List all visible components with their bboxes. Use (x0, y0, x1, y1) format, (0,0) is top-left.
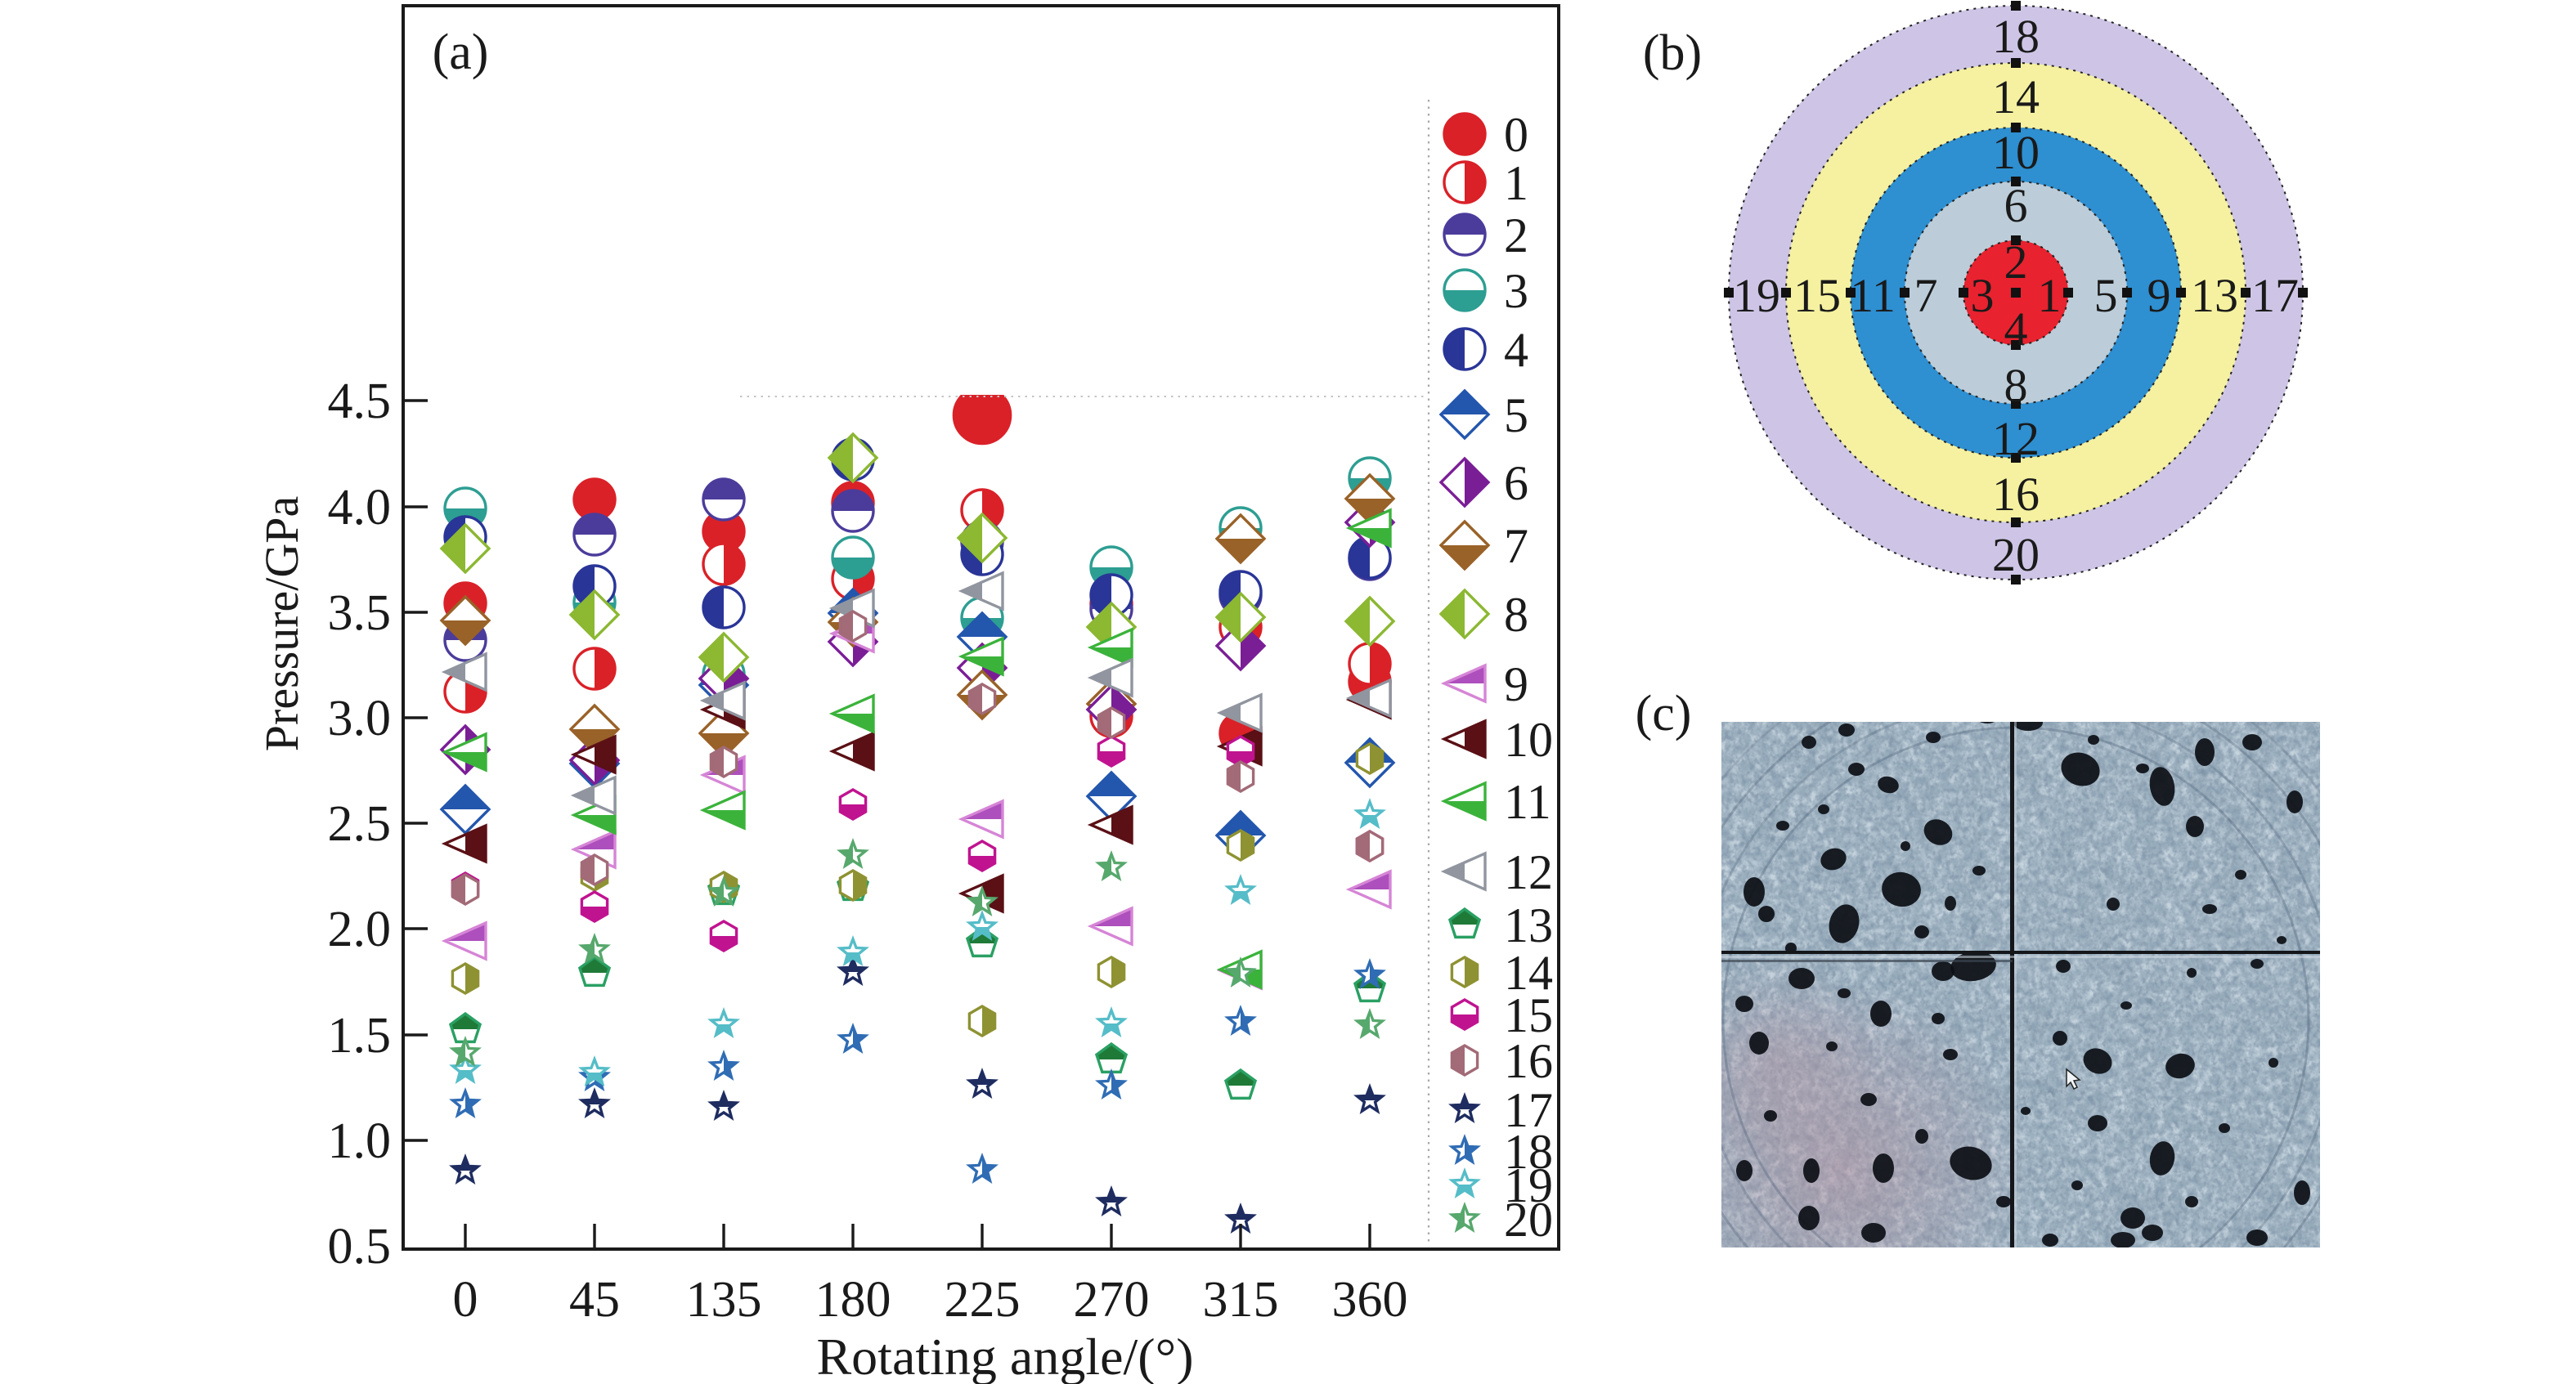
svg-text:11: 11 (1850, 269, 1896, 322)
svg-text:9: 9 (2147, 269, 2171, 322)
svg-text:1.5: 1.5 (328, 1008, 392, 1064)
svg-text:17: 17 (2251, 269, 2299, 322)
svg-text:0: 0 (453, 1272, 478, 1328)
svg-text:6: 6 (2004, 179, 2028, 232)
svg-text:3.5: 3.5 (328, 585, 392, 641)
svg-text:360: 360 (1332, 1272, 1408, 1328)
svg-text:3: 3 (1971, 269, 1995, 322)
svg-text:14: 14 (1992, 70, 2040, 123)
svg-text:18: 18 (1504, 1125, 1553, 1179)
svg-text:(b): (b) (1643, 25, 1702, 81)
svg-text:12: 12 (1504, 845, 1553, 899)
svg-text:2: 2 (2004, 235, 2028, 289)
svg-text:5: 5 (1504, 388, 1528, 442)
svg-text:Pressure/GPa: Pressure/GPa (255, 496, 308, 752)
svg-text:15: 15 (1504, 988, 1553, 1042)
svg-text:1.0: 1.0 (328, 1113, 392, 1169)
svg-text:7: 7 (1504, 519, 1528, 573)
svg-text:11: 11 (1504, 775, 1551, 829)
svg-text:17: 17 (1504, 1083, 1553, 1137)
svg-text:18: 18 (1992, 10, 2040, 63)
svg-text:13: 13 (1504, 898, 1553, 952)
svg-text:45: 45 (569, 1272, 620, 1328)
svg-text:13: 13 (2191, 269, 2238, 322)
svg-text:0.5: 0.5 (328, 1219, 392, 1274)
svg-text:180: 180 (815, 1272, 891, 1328)
svg-text:(c): (c) (1636, 686, 1692, 741)
svg-text:7: 7 (1914, 269, 1938, 322)
svg-text:5: 5 (2094, 269, 2118, 322)
svg-text:Rotating angle/(°): Rotating angle/(°) (816, 1328, 1193, 1384)
svg-text:3: 3 (1504, 264, 1528, 318)
svg-text:1: 1 (1504, 156, 1528, 210)
svg-text:4: 4 (1504, 323, 1528, 377)
svg-text:16: 16 (1992, 468, 2040, 521)
svg-text:1: 1 (2038, 269, 2062, 322)
svg-text:4.0: 4.0 (328, 480, 392, 535)
svg-text:3.0: 3.0 (328, 691, 392, 746)
svg-text:16: 16 (1504, 1034, 1553, 1088)
svg-text:19: 19 (1504, 1158, 1553, 1212)
svg-text:4: 4 (2004, 302, 2028, 356)
svg-text:12: 12 (1992, 412, 2040, 465)
svg-text:15: 15 (1793, 269, 1841, 322)
svg-text:270: 270 (1074, 1272, 1150, 1328)
svg-text:2.0: 2.0 (328, 902, 392, 957)
svg-text:20: 20 (1504, 1193, 1553, 1247)
svg-text:14: 14 (1504, 946, 1553, 1000)
svg-text:20: 20 (1992, 528, 2040, 581)
svg-text:6: 6 (1504, 456, 1528, 510)
svg-text:0: 0 (1504, 108, 1528, 162)
svg-text:2.5: 2.5 (328, 796, 392, 852)
svg-text:315: 315 (1203, 1272, 1279, 1328)
svg-text:10: 10 (1504, 713, 1553, 767)
svg-text:10: 10 (1992, 126, 2040, 179)
svg-text:8: 8 (2004, 359, 2028, 412)
svg-text:9: 9 (1504, 657, 1528, 711)
svg-text:4.5: 4.5 (328, 374, 392, 429)
svg-text:19: 19 (1733, 269, 1780, 322)
svg-text:225: 225 (945, 1272, 1021, 1328)
svg-text:135: 135 (686, 1272, 762, 1328)
svg-text:(a): (a) (433, 25, 489, 80)
svg-text:2: 2 (1504, 208, 1528, 262)
svg-text:8: 8 (1504, 588, 1528, 642)
